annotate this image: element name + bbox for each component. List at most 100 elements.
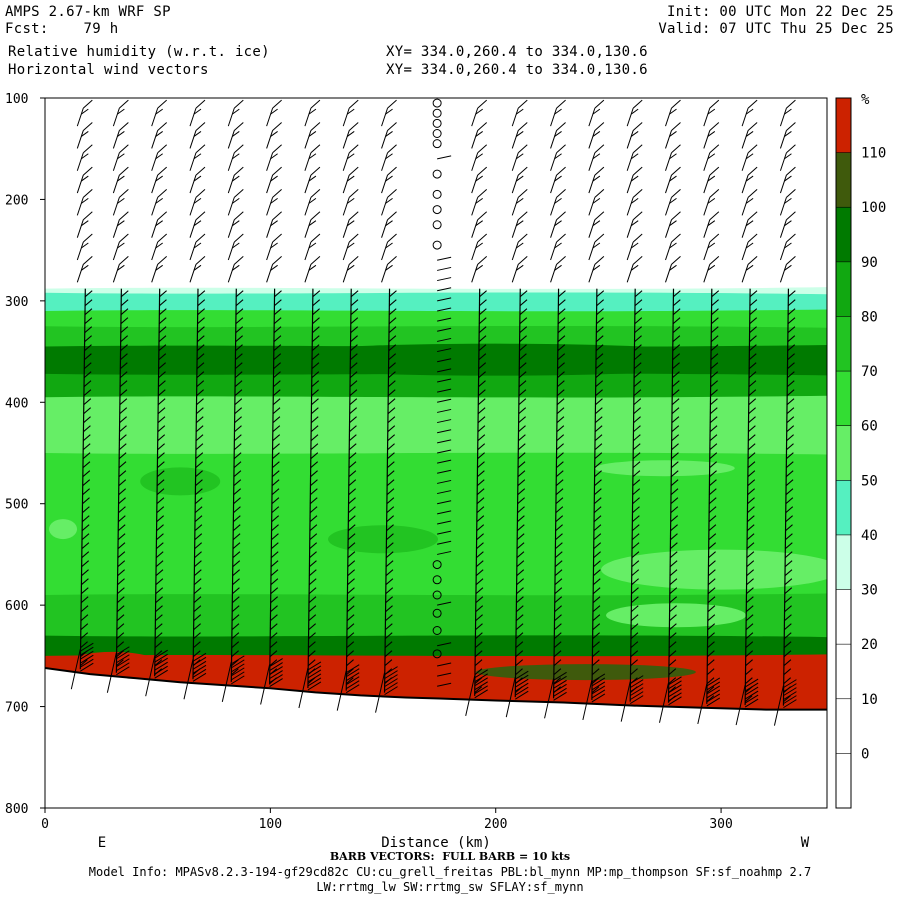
wind-barb-flag xyxy=(193,614,202,622)
wind-barb-flag xyxy=(477,122,488,131)
wind-barb-flag xyxy=(310,479,318,487)
wind-barb-flag xyxy=(346,108,355,115)
wind-barb-flag xyxy=(346,242,355,249)
wind-barb-staff xyxy=(697,683,708,725)
wind-barb-flag xyxy=(783,677,792,685)
wind-barb-staff xyxy=(383,288,391,693)
wind-barb-flag xyxy=(783,699,797,709)
wind-barb-flag xyxy=(518,371,527,379)
wind-barb-flag xyxy=(310,425,319,433)
colorbar-band xyxy=(836,98,851,153)
wind-barb-flag xyxy=(117,578,125,586)
wind-barb-flag xyxy=(706,668,715,676)
wind-barb-flag xyxy=(748,407,756,415)
colorbar-label: 30 xyxy=(861,583,878,599)
wind-barb-flag xyxy=(594,416,603,424)
wind-barb-flag xyxy=(307,673,322,683)
wind-barb-flag xyxy=(595,335,604,343)
wind-barb-flag xyxy=(310,434,319,442)
wind-barb-flag xyxy=(553,683,567,693)
wind-barb-flag xyxy=(554,587,563,595)
wind-barb-flag xyxy=(519,335,527,343)
wind-barb-flag xyxy=(554,153,562,160)
wind-barb-flag xyxy=(195,99,206,109)
wind-barb-flag xyxy=(711,317,719,325)
wind-barb-flag xyxy=(270,264,278,271)
wind-barb-flag xyxy=(84,290,93,298)
wind-barb-flag xyxy=(668,632,677,640)
wind-barb-flag xyxy=(269,632,278,640)
wind-barb-flag xyxy=(387,389,396,397)
wind-barb-flag xyxy=(193,264,202,271)
wind-barb xyxy=(703,264,711,283)
wind-barb-flag xyxy=(671,416,680,424)
wind-barb-flag xyxy=(311,353,320,361)
wind-barb-flag xyxy=(556,443,564,451)
wind-barb-flag xyxy=(231,605,240,613)
wind-barb-flag xyxy=(518,389,527,397)
wind-barb xyxy=(112,219,120,238)
wind-barb-flag xyxy=(595,380,604,388)
wind-barb-flag xyxy=(592,632,600,640)
wind-barb-flag xyxy=(119,380,128,388)
barb-column xyxy=(70,99,94,690)
wind-barb-flag xyxy=(477,398,486,406)
wind-barb-flag xyxy=(271,497,280,505)
wind-barb-flag xyxy=(157,389,166,397)
wind-barb-flag xyxy=(556,389,565,397)
wind-barb-staff xyxy=(505,677,516,718)
wind-barb-flag xyxy=(556,434,565,442)
wind-barb-flag xyxy=(709,144,720,154)
wind-barb-flag xyxy=(629,691,644,701)
wind-barb-flag xyxy=(519,290,528,298)
wind-barb xyxy=(550,152,558,171)
wind-barb-flag xyxy=(747,470,756,478)
wind-barb-flag xyxy=(555,470,564,478)
wind-barb-flag xyxy=(117,197,125,204)
wind-barb-flag xyxy=(192,652,207,662)
barb-note: BARB VECTORS: FULL BARB = 10 kts xyxy=(329,850,571,863)
wind-barb-flag xyxy=(117,220,125,227)
wind-barb-flag xyxy=(269,641,278,649)
wind-barb-flag xyxy=(592,614,601,622)
wind-barb-flag xyxy=(749,326,757,334)
wind-barb xyxy=(151,264,159,283)
wind-barb-flag xyxy=(272,416,281,424)
wind-barb xyxy=(665,130,672,149)
wind-barb-flag xyxy=(747,497,755,505)
wind-barb-flag xyxy=(786,434,794,442)
wind-barb-flag xyxy=(231,655,245,665)
wind-barb-flag xyxy=(783,683,797,693)
wind-barb-flag xyxy=(477,166,488,176)
wind-barb-flag xyxy=(476,551,484,559)
wind-barb xyxy=(151,197,159,216)
y-tick-label: 500 xyxy=(5,498,28,513)
wind-barb-flag xyxy=(308,641,316,649)
wind-barb-flag xyxy=(233,211,244,221)
wind-barb xyxy=(437,398,452,403)
wind-barb-flag xyxy=(553,679,567,689)
wind-barb-flag xyxy=(785,497,794,505)
wind-barb-flag xyxy=(478,317,487,325)
wind-barb-flag xyxy=(349,380,358,388)
wind-barb xyxy=(437,662,452,667)
wind-barb-flag xyxy=(476,515,485,523)
wind-barb-flag xyxy=(270,605,278,613)
colorbar-band xyxy=(836,589,851,645)
wind-barb-flag xyxy=(786,443,794,451)
wind-barb-flag xyxy=(192,664,207,674)
wind-barb-flag xyxy=(671,407,680,415)
wind-barb-flag xyxy=(746,542,755,550)
wind-barb-flag xyxy=(668,650,677,658)
wind-barb-flag xyxy=(784,578,793,586)
wind-barb-flag xyxy=(348,479,357,487)
wind-barb-flag xyxy=(385,153,393,160)
wind-barb-flag xyxy=(592,242,601,249)
wind-barb xyxy=(76,152,84,171)
wind-barb-flag xyxy=(271,470,280,478)
wind-barb-flag xyxy=(310,488,318,496)
wind-barb xyxy=(471,130,479,149)
wind-barb-flag xyxy=(631,596,639,604)
calm-circle xyxy=(432,129,442,138)
wind-barb-flag xyxy=(630,153,639,160)
